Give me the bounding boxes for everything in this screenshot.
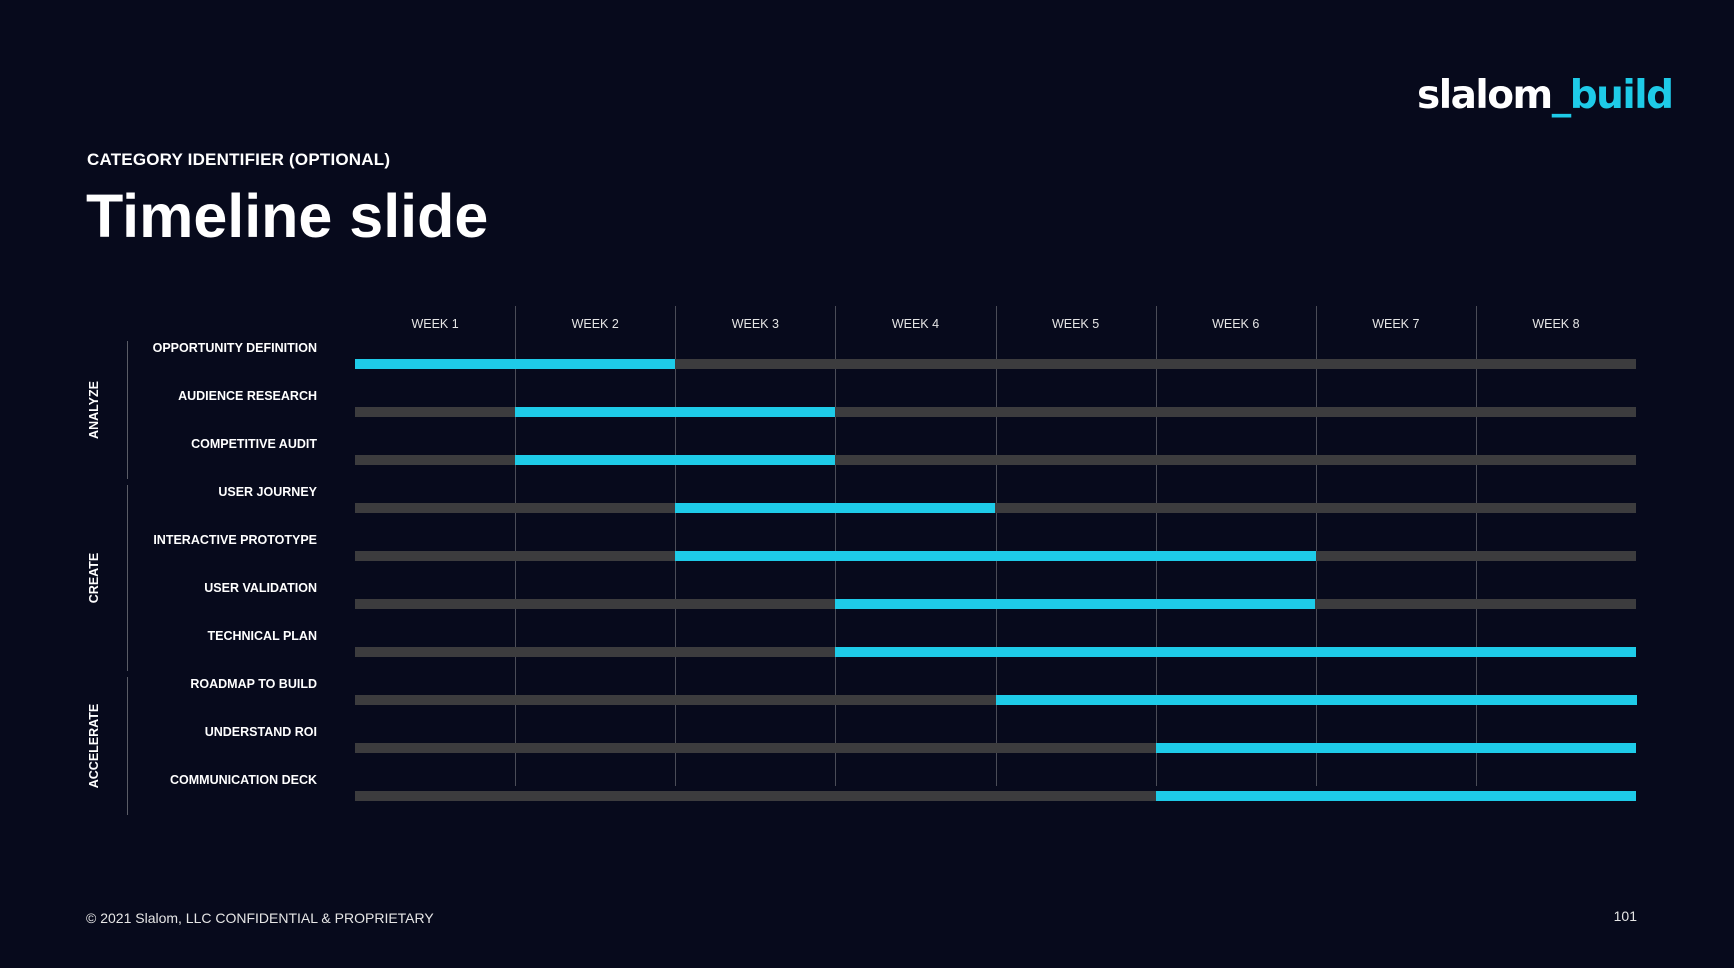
task-label: COMPETITIVE AUDIT <box>191 437 317 451</box>
week-divider-line <box>835 306 836 786</box>
week-label: WEEK 5 <box>1051 317 1100 331</box>
week-divider-line <box>996 306 997 786</box>
task-label: UNDERSTAND ROI <box>204 725 317 739</box>
task-track <box>355 695 1636 705</box>
week-divider-line <box>1156 306 1157 786</box>
week-label: WEEK 6 <box>1212 317 1260 331</box>
phase-bracket-line <box>127 341 128 479</box>
phase-bracket-line <box>127 677 128 815</box>
slalom-build-logo: slalom_build <box>1417 72 1674 120</box>
task-track <box>355 455 1636 465</box>
task-track <box>355 743 1636 753</box>
slide-title: Timeline slide <box>86 182 489 250</box>
task-bar <box>515 407 835 417</box>
task-bar <box>355 359 675 369</box>
task-track <box>355 503 1636 513</box>
task-bar <box>675 503 995 513</box>
task-label: ROADMAP TO BUILD <box>190 677 317 691</box>
task-bar <box>835 647 1636 657</box>
task-label: TECHNICAL PLAN <box>207 629 318 643</box>
task-track <box>355 791 1636 801</box>
week-label: WEEK 8 <box>1532 317 1580 331</box>
task-label: OPPORTUNITY DEFINITION <box>152 341 317 355</box>
week-label: WEEK 7 <box>1372 317 1420 331</box>
week-label: WEEK 3 <box>731 317 779 331</box>
phase-bracket-line <box>127 485 128 671</box>
task-bar <box>515 455 835 465</box>
task-track <box>355 359 1636 369</box>
task-bar <box>675 551 1316 561</box>
week-label: WEEK 1 <box>411 317 459 331</box>
week-label: WEEK 4 <box>891 317 940 331</box>
phase-label-text: ACCELERATE <box>87 703 101 789</box>
category-identifier: CATEGORY IDENTIFIER (OPTIONAL) <box>87 150 391 169</box>
phase-label-text: ANALYZE <box>87 381 101 439</box>
task-bar <box>835 599 1315 609</box>
task-track <box>355 407 1636 417</box>
page-number: 101 <box>1613 908 1637 924</box>
week-divider-line <box>515 306 516 786</box>
week-divider-line <box>1316 306 1317 786</box>
task-label: AUDIENCE RESEARCH <box>178 389 317 403</box>
footer-copyright: © 2021 Slalom, LLC CONFIDENTIAL & PROPRI… <box>86 910 434 926</box>
task-bar <box>1156 791 1636 801</box>
phase-label-text: CREATE <box>87 552 101 604</box>
task-bar <box>1156 743 1636 753</box>
task-label: INTERACTIVE PROTOTYPE <box>153 533 317 547</box>
week-label: WEEK 2 <box>571 317 619 331</box>
logo-text-build: build <box>1569 73 1674 118</box>
week-divider-line <box>1476 306 1477 786</box>
task-label: USER JOURNEY <box>218 485 317 499</box>
task-label: COMMUNICATION DECK <box>170 773 317 787</box>
logo-separator: _ <box>1551 73 1572 118</box>
task-bar <box>996 695 1637 705</box>
task-label: USER VALIDATION <box>204 581 317 595</box>
week-divider-line <box>675 306 676 786</box>
logo-text-slalom: slalom <box>1417 73 1553 118</box>
